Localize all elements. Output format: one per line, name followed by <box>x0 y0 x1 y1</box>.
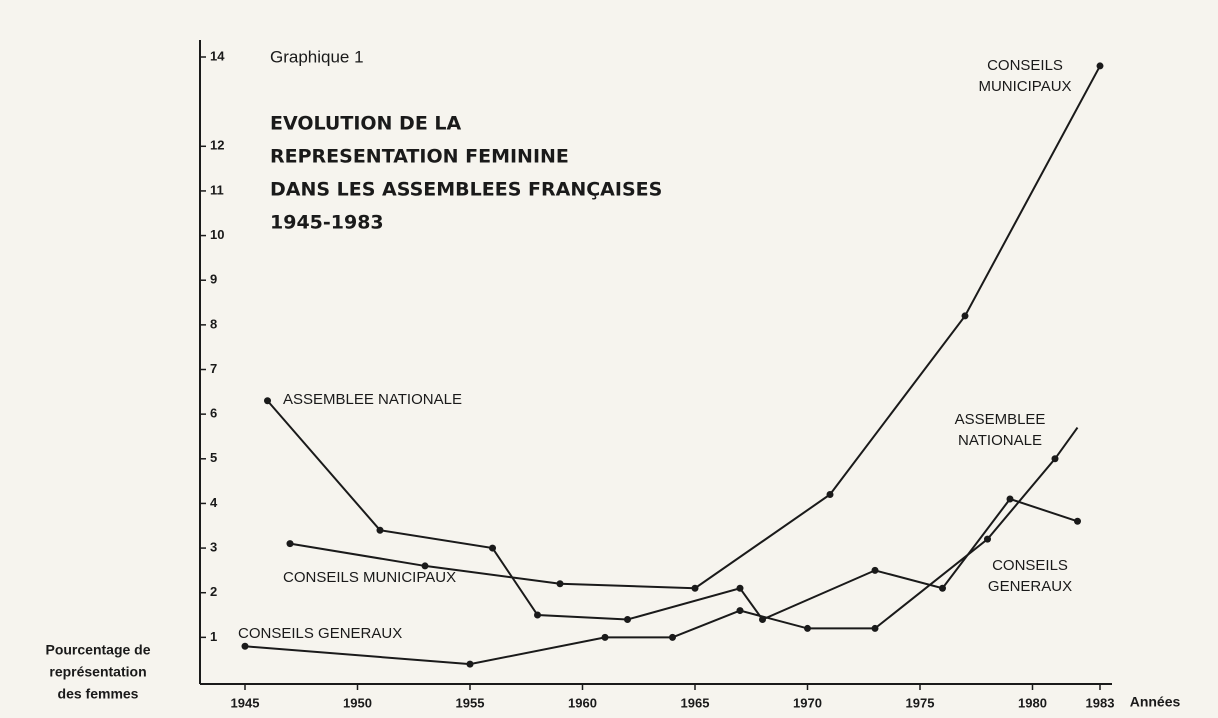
chart-caption: Graphique 1 <box>270 47 364 66</box>
y-tick-label: 4 <box>210 495 218 510</box>
data-point <box>556 580 564 588</box>
chart-title: DANS LES ASSEMBLEES FRANÇAISES <box>270 179 662 201</box>
data-point <box>466 660 474 668</box>
x-tick-label: 1955 <box>456 695 485 710</box>
x-tick-label: 1965 <box>681 695 710 710</box>
y-axis-label: Pourcentage de <box>45 642 150 658</box>
data-point <box>1006 495 1014 503</box>
data-point <box>669 633 676 641</box>
x-tick-label: 1970 <box>793 695 822 710</box>
series-line <box>289 65 1101 590</box>
annotation: CONSEILS <box>987 57 1063 74</box>
y-axis-label: des femmes <box>58 686 139 702</box>
data-point <box>736 607 744 615</box>
data-point <box>534 611 541 619</box>
x-tick-label: 1980 <box>1018 695 1047 710</box>
data-point <box>241 642 249 650</box>
data-point <box>286 540 294 548</box>
data-point <box>624 616 631 623</box>
chart-title: REPRESENTATION FEMININE <box>270 146 569 168</box>
annotation: ASSEMBLEE <box>955 411 1046 428</box>
y-tick-label: 7 <box>210 361 217 376</box>
y-tick-label: 1 <box>210 629 217 644</box>
y-tick-label: 5 <box>210 450 217 465</box>
data-point <box>489 544 496 552</box>
x-tick-label: 1983 <box>1086 695 1115 710</box>
chart-title: EVOLUTION DE LA <box>270 113 462 135</box>
data-point <box>691 584 699 592</box>
y-tick-label: 11 <box>210 182 224 197</box>
y-tick-label: 12 <box>210 138 224 153</box>
series-line <box>244 426 1079 666</box>
annotation: MUNICIPAUX <box>978 78 1071 95</box>
y-tick-label: 10 <box>210 227 224 242</box>
y-axis-label: représentation <box>49 664 146 680</box>
data-point <box>961 312 969 320</box>
series-label: CONSEILS MUNICIPAUX <box>283 569 456 586</box>
x-axis-label: Années <box>1130 694 1181 710</box>
x-tick-label: 1975 <box>906 695 935 710</box>
data-point <box>736 584 744 592</box>
x-tick-label: 1950 <box>343 695 372 710</box>
data-point <box>984 535 991 543</box>
x-tick-label: 1960 <box>568 695 597 710</box>
data-point <box>1051 455 1059 463</box>
annotation: CONSEILS <box>992 557 1068 574</box>
y-tick-label: 8 <box>210 316 217 331</box>
annotation: GENERAUX <box>988 578 1072 595</box>
data-point <box>1096 62 1104 70</box>
data-point <box>826 491 834 498</box>
data-point <box>871 566 879 574</box>
data-point <box>871 624 879 632</box>
data-point <box>1074 517 1081 525</box>
annotation: NATIONALE <box>958 432 1042 449</box>
y-tick-label: 2 <box>210 584 217 599</box>
series-label: CONSEILS GENERAUX <box>238 625 402 642</box>
x-tick-label: 1945 <box>231 695 260 710</box>
data-point <box>939 584 946 592</box>
y-tick-label: 3 <box>210 540 217 555</box>
y-tick-label: 6 <box>210 406 217 421</box>
series-label: ASSEMBLEE NATIONALE <box>283 391 462 408</box>
data-point <box>601 633 609 641</box>
data-point <box>421 562 429 570</box>
data-point <box>264 397 271 405</box>
data-point <box>376 526 384 534</box>
y-tick-label: 9 <box>210 272 217 287</box>
chart-title: 1945-1983 <box>270 212 384 234</box>
y-tick-label: 14 <box>210 48 225 63</box>
data-point <box>804 624 811 632</box>
